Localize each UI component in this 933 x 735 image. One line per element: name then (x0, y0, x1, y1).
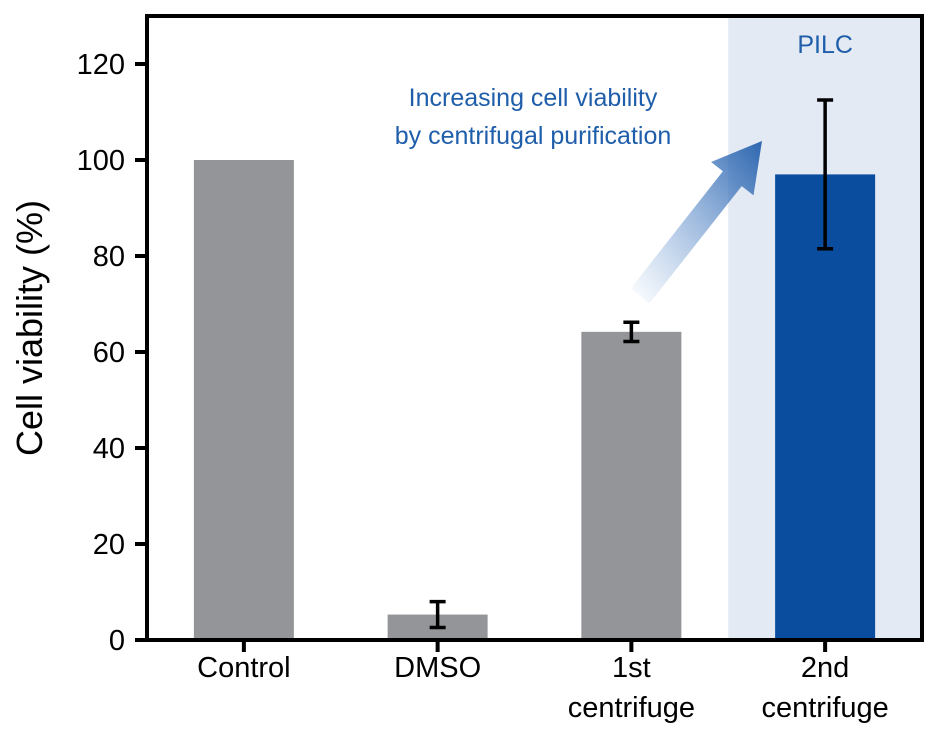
x-tick-label-3: 2nd centrifuge (761, 652, 888, 724)
bars-group (193, 160, 876, 640)
x-axis: Control DMSO 1st centrifuge 2nd centrifuge (197, 640, 889, 724)
bar-2 (581, 331, 682, 640)
highlight-label: PILC (797, 31, 853, 59)
x-tick-label-0: Control (197, 652, 291, 684)
y-axis: 0 20 40 60 80 100 120 (77, 49, 147, 657)
x-tick-label-line: DMSO (394, 652, 481, 684)
x-tick-label-line: centrifuge (761, 692, 888, 724)
bar-0 (193, 160, 294, 640)
y-tick-label-80: 80 (93, 241, 125, 273)
y-tick-label-120: 120 (77, 49, 125, 81)
annotation-line-1: by centrifugal purification (395, 122, 672, 150)
x-tick-label-line: Control (197, 652, 291, 684)
x-tick-label-1: DMSO (394, 652, 481, 684)
plot-frame (145, 14, 924, 642)
annotation-line-0: Increasing cell viability (409, 84, 658, 112)
y-tick-label-40: 40 (93, 433, 125, 465)
y-tick-label-0: 0 (109, 625, 125, 657)
x-tick-label-line: 2nd (801, 652, 849, 684)
y-tick-label-60: 60 (93, 337, 125, 369)
x-tick-label-line: 1st (612, 652, 651, 684)
trend-arrow-icon (630, 141, 762, 304)
annotation-text: Increasing cell viability by centrifugal … (395, 84, 672, 150)
x-tick-label-line: centrifuge (568, 692, 695, 724)
error-bars-group (429, 98, 834, 630)
x-tick-label-2: 1st centrifuge (568, 652, 695, 724)
bar-3 (775, 174, 876, 640)
y-tick-label-100: 100 (77, 145, 125, 177)
y-axis-label: Cell viability (%) (9, 200, 50, 456)
y-tick-label-20: 20 (93, 529, 125, 561)
